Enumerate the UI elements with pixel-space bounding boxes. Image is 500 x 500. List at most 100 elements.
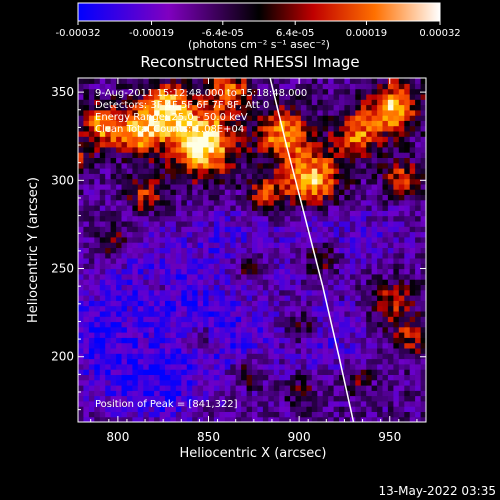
heatmap-cell — [105, 104, 112, 111]
heatmap-cell — [404, 173, 411, 180]
heatmap-cell — [230, 125, 237, 132]
heatmap-cell — [273, 263, 280, 270]
heatmap-cell — [170, 358, 177, 365]
heatmap-cell — [224, 400, 231, 407]
heatmap-cell — [186, 416, 193, 422]
heatmap-cell — [349, 136, 356, 143]
heatmap-cell — [94, 162, 101, 169]
heatmap-cell — [213, 416, 220, 422]
heatmap-cell — [279, 99, 286, 106]
heatmap-cell — [311, 295, 318, 301]
heatmap-cell — [230, 295, 237, 301]
heatmap-cell — [420, 189, 426, 195]
heatmap-cell — [219, 109, 226, 116]
heatmap-cell — [317, 284, 324, 291]
heatmap-cell — [208, 130, 215, 137]
heatmap-cell — [409, 379, 416, 386]
heatmap-cell — [159, 416, 166, 422]
heatmap-cell — [398, 353, 405, 360]
heatmap-cell — [126, 369, 133, 375]
heatmap-cell — [328, 162, 335, 169]
heatmap-cell — [181, 88, 188, 95]
heatmap-cell — [382, 199, 389, 206]
heatmap-cell — [186, 363, 193, 370]
heatmap-cell — [154, 268, 161, 275]
heatmap-cell — [306, 263, 313, 270]
heatmap-cell — [235, 199, 242, 206]
heatmap-cell — [83, 395, 90, 402]
heatmap-cell — [377, 332, 384, 338]
heatmap-cell — [398, 157, 405, 164]
heatmap-cell — [121, 390, 128, 397]
heatmap-cell — [181, 152, 188, 158]
heatmap-cell — [387, 189, 394, 195]
heatmap-cell — [268, 369, 275, 375]
heatmap-cell — [148, 395, 155, 402]
heatmap-cell — [279, 358, 286, 365]
heatmap-cell — [99, 332, 106, 338]
heatmap-cell — [88, 168, 95, 174]
heatmap-cell — [170, 300, 177, 307]
heatmap-cell — [398, 321, 405, 328]
heatmap-cell — [154, 152, 161, 158]
heatmap-cell — [409, 332, 416, 338]
heatmap-cell — [409, 273, 416, 280]
heatmap-cell — [404, 220, 411, 227]
colorbar — [77, 2, 441, 22]
heatmap-cell — [349, 273, 356, 280]
heatmap-cell — [252, 310, 258, 317]
heatmap-cell — [355, 316, 362, 323]
heatmap-cell — [322, 263, 329, 270]
heatmap-cell — [137, 289, 144, 296]
heatmap-cell — [213, 363, 220, 370]
heatmap-cell — [349, 157, 356, 164]
heatmap-cell — [420, 369, 426, 375]
heatmap-cell — [219, 406, 226, 412]
heatmap-cell — [219, 205, 226, 211]
heatmap-cell — [143, 205, 150, 211]
heatmap-cell — [252, 162, 258, 169]
heatmap-cell — [262, 400, 269, 407]
heatmap-cell — [121, 289, 128, 296]
heatmap-cell — [99, 406, 106, 412]
heatmap-cell — [290, 416, 297, 422]
heatmap-cell — [333, 152, 340, 158]
heatmap-cell — [273, 369, 280, 375]
heatmap-cell — [121, 369, 128, 375]
heatmap-cell — [203, 152, 210, 158]
heatmap-cell — [132, 226, 139, 233]
heatmap-cell — [295, 104, 302, 111]
heatmap-cell — [273, 342, 280, 349]
heatmap-cell — [137, 347, 144, 354]
heatmap-cell — [306, 136, 313, 143]
heatmap-cell — [116, 374, 123, 381]
heatmap-cell — [322, 168, 329, 174]
heatmap-cell — [300, 342, 307, 349]
heatmap-cell — [328, 263, 335, 270]
heatmap-cell — [246, 88, 253, 95]
heatmap-cell — [268, 130, 275, 137]
heatmap-cell — [148, 321, 155, 328]
heatmap-cell — [311, 205, 318, 211]
heatmap-cell — [121, 263, 128, 270]
heatmap-cell — [132, 406, 139, 412]
heatmap-cell — [328, 374, 335, 381]
heatmap-cell — [262, 353, 269, 360]
heatmap-cell — [262, 130, 269, 137]
heatmap-cell — [203, 337, 210, 344]
heatmap-cell — [88, 247, 95, 254]
heatmap-cell — [328, 125, 335, 132]
heatmap-cell — [121, 220, 128, 227]
heatmap-cell — [126, 83, 133, 90]
heatmap-cell — [322, 242, 329, 248]
heatmap-cell — [252, 189, 258, 195]
heatmap-cell — [295, 400, 302, 407]
heatmap-cell — [241, 136, 248, 143]
heatmap-cell — [78, 141, 84, 148]
heatmap-cell — [137, 141, 144, 148]
heatmap-cell — [132, 284, 139, 291]
heatmap-cell — [252, 395, 258, 402]
heatmap-cell — [404, 125, 411, 132]
heatmap-cell — [219, 242, 226, 248]
heatmap-cell — [94, 236, 101, 243]
